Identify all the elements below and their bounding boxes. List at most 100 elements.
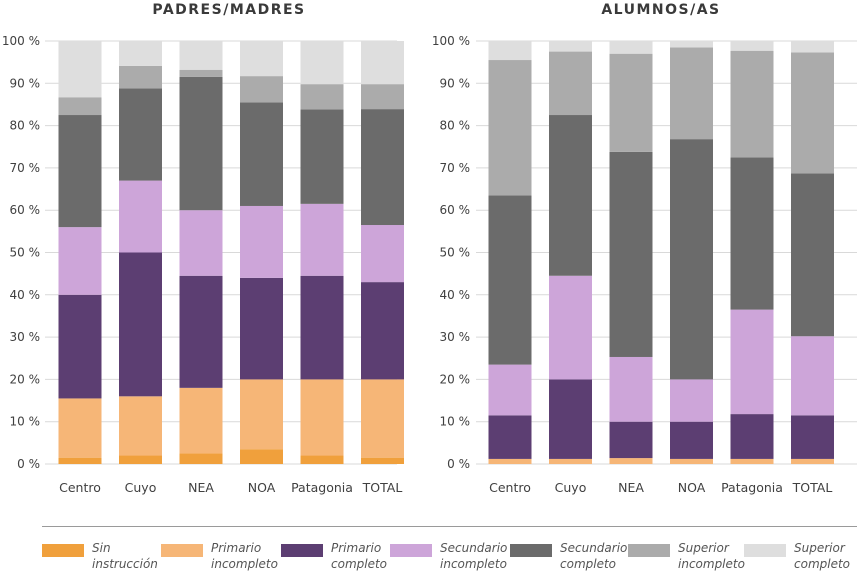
y-tick-label: 100 % [432,34,470,48]
bar-segment [791,336,834,416]
chart-title: ALUMNOS/AS [601,2,720,18]
bar-segment [179,41,223,70]
bar-segment [119,455,162,464]
chart-panel-0: PADRES/MADRES 0 % 10 % 20 % 30 % 40 % 50 % 60 %… [2,2,404,495]
legend-label: Sin instrucción [92,541,158,571]
bar-segment [609,421,653,459]
bar-segment [670,421,713,459]
legend-swatch [628,544,670,557]
x-category-label: Patagonia [721,480,783,495]
x-category-label: Cuyo [125,480,157,495]
bar-segment [119,41,162,66]
x-category-label: NEA [618,480,644,495]
bar-segment [791,458,834,464]
bar-segment [670,41,713,48]
bar-segment [730,414,774,459]
bar-segment [361,282,404,380]
y-tick-label: 20 % [440,372,471,386]
bar-segment [361,41,404,85]
bar-segment [730,157,774,310]
bar-segment [361,84,404,110]
y-tick-label: 40 % [440,288,471,302]
bar-segment [670,458,713,464]
bar-segment [300,379,344,456]
legend-item: Secundario completo [510,540,627,572]
bar-segment [179,210,223,276]
bar-segment [179,76,223,211]
legend-label: Secundario completo [560,541,628,571]
bar-segment [730,309,774,415]
x-category-label: Patagonia [291,480,353,495]
bar-segment [361,109,404,226]
y-tick-label: 50 % [440,246,471,260]
bar-segment [58,227,102,295]
bar-segment [670,139,713,380]
bar-segment [240,76,283,103]
legend-item: Secundario incompleto [390,540,507,572]
legend-swatch [161,544,203,557]
bar-segment [609,53,653,152]
bar-segment [488,415,532,459]
bar-segment [609,356,653,422]
x-category-label: NOA [248,480,276,495]
legend-item: Superior incompleto [628,540,745,572]
bar-segment [488,364,532,416]
bar-segment [179,275,223,388]
x-category-label: NEA [188,480,214,495]
bar-segment [488,41,532,61]
legend-item: Superior completo [744,540,850,572]
bar-segment [300,275,344,380]
bar-segment [609,151,653,357]
y-tick-label: 60 % [440,203,471,217]
y-tick-label: 60 % [10,203,41,217]
y-tick-label: 0 % [447,457,470,471]
bar-segment [609,41,653,54]
bar-segment [549,379,592,459]
bar-segment [240,277,283,380]
bar-segment [119,180,162,253]
bar-segment [179,453,223,464]
bar-segment [730,41,774,51]
y-tick-label: 20 % [10,372,41,386]
bar-segment [361,379,404,458]
legend-label: Primario completo [331,541,388,571]
chart-title: PADRES/MADRES [152,2,305,18]
x-category-label: NOA [678,480,706,495]
bar-segment [791,173,834,337]
bar-segment [791,52,834,174]
legend-label: Superior incompleto [678,541,745,571]
y-tick-label: 30 % [10,330,41,344]
y-tick-label: 90 % [10,76,41,90]
legend-divider [42,526,857,527]
y-tick-label: 70 % [440,161,471,175]
x-category-label: Cuyo [555,480,587,495]
y-tick-label: 10 % [440,415,471,429]
y-tick-label: 80 % [440,119,471,133]
bar-segment [609,458,653,464]
legend-item: Sin instrucción [42,540,158,572]
bar-segment [549,458,592,464]
bar-segment [58,41,102,98]
bar-segment [300,455,344,464]
y-tick-label: 0 % [17,457,40,471]
bar-segment [300,41,344,85]
bar-segment [730,50,774,158]
bar-segment [240,379,283,450]
bar-segment [549,41,592,52]
legend-label: Primario incompleto [211,541,278,571]
charts-area: PADRES/MADRES 0 % 10 % 20 % 30 % 40 % 50 % 60 %… [2,2,857,495]
bar-segment [670,379,713,422]
bar-segment [58,457,102,464]
legend-swatch [744,544,786,557]
y-tick-label: 10 % [10,415,41,429]
bar-segment [361,225,404,283]
bar-segment [179,69,223,77]
legend-item: Primario completo [281,540,387,572]
bar-segment [300,109,344,204]
bar-segment [240,205,283,278]
legend: Sin instrucción Primario incompleto Primar… [42,540,857,574]
bar-segment [791,41,834,53]
bar-segment [300,203,344,276]
bar-segment [240,102,283,206]
y-tick-label: 30 % [440,330,471,344]
